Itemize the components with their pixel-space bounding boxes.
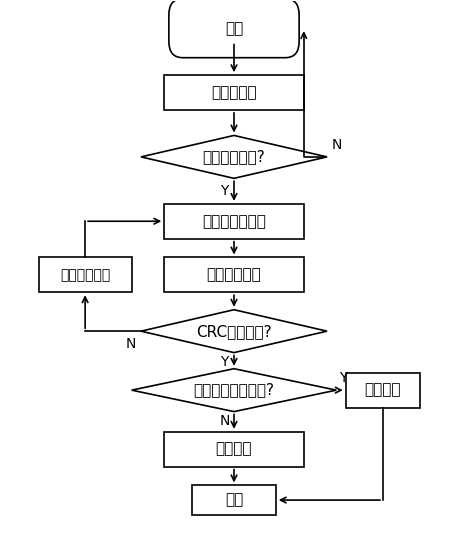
Text: N: N: [126, 336, 136, 350]
Text: 重新发送命令: 重新发送命令: [60, 268, 110, 282]
Polygon shape: [141, 135, 327, 178]
Text: Y: Y: [220, 355, 229, 369]
Text: Y: Y: [339, 371, 347, 385]
Text: Y: Y: [220, 184, 229, 198]
Text: 通信测试正确?: 通信测试正确?: [203, 149, 265, 164]
Text: 正常处理: 正常处理: [216, 441, 252, 457]
Text: N: N: [219, 414, 230, 429]
FancyBboxPatch shape: [164, 204, 304, 239]
Text: 开始: 开始: [225, 20, 243, 36]
Text: 串口初始化: 串口初始化: [211, 85, 257, 100]
Text: 出错处理: 出错处理: [365, 383, 401, 398]
FancyBboxPatch shape: [38, 258, 132, 292]
FancyBboxPatch shape: [164, 432, 304, 467]
FancyBboxPatch shape: [164, 258, 304, 292]
Polygon shape: [132, 369, 336, 412]
Text: CRC校验正确?: CRC校验正确?: [196, 323, 272, 338]
FancyBboxPatch shape: [164, 75, 304, 110]
Text: 返回: 返回: [225, 493, 243, 508]
Text: N: N: [332, 137, 342, 151]
Text: 给从机发送命令: 给从机发送命令: [202, 214, 266, 229]
Text: 从机返回错误代码?: 从机返回错误代码?: [193, 383, 275, 398]
Polygon shape: [141, 310, 327, 353]
FancyBboxPatch shape: [192, 485, 276, 515]
FancyBboxPatch shape: [346, 373, 420, 407]
FancyBboxPatch shape: [169, 0, 299, 58]
Text: 接收从机数据: 接收从机数据: [207, 267, 261, 282]
